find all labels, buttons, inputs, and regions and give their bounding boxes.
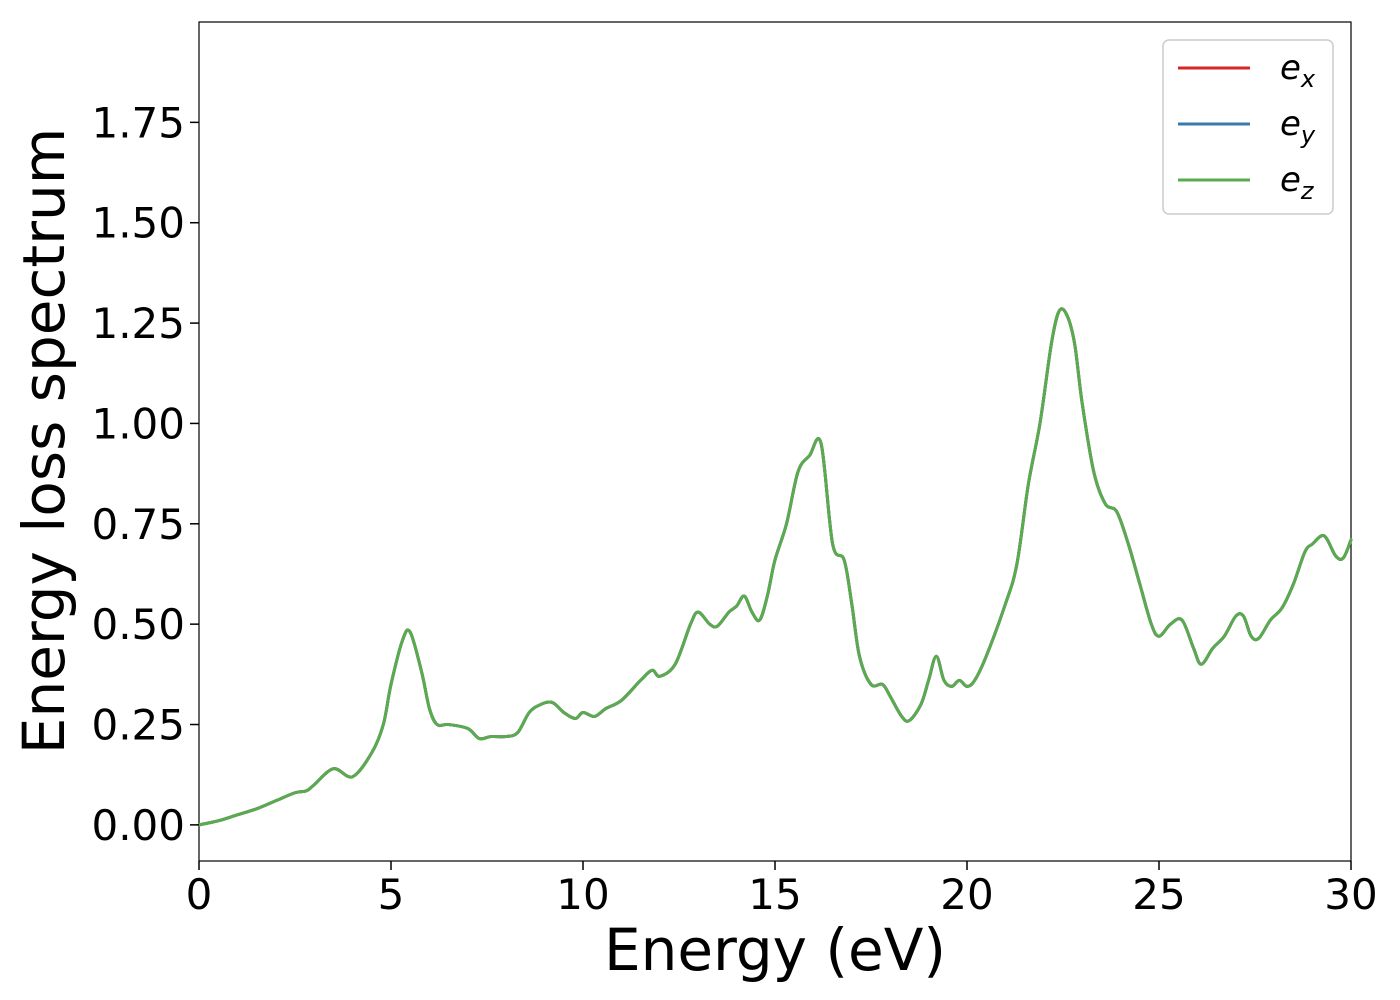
y-tick-label: 0.75 xyxy=(91,500,185,549)
x-tick-label: 5 xyxy=(378,870,405,919)
legend: ex ey ez xyxy=(1162,39,1334,215)
x-tick-label: 10 xyxy=(556,870,609,919)
x-tick-label: 20 xyxy=(940,870,993,919)
x-tick-label: 30 xyxy=(1324,870,1377,919)
legend-label-y: ey xyxy=(1280,104,1316,149)
y-axis-title: Energy loss spectrum xyxy=(10,128,78,754)
y-tick-label: 1.75 xyxy=(91,98,185,147)
x-tick-label: 0 xyxy=(186,870,213,919)
x-axis: 0 5 10 15 20 25 30 xyxy=(186,861,1378,919)
y-tick-label: 1.00 xyxy=(91,399,185,448)
series-line-z xyxy=(197,307,1353,827)
legend-label-z: ez xyxy=(1280,160,1315,205)
y-tick-label: 0.50 xyxy=(91,600,185,649)
legend-label-x: ex xyxy=(1280,48,1316,93)
y-tick-label: 1.25 xyxy=(91,299,185,348)
x-tick-label: 15 xyxy=(748,870,801,919)
y-tick-label: 1.50 xyxy=(91,199,185,248)
x-tick-label: 25 xyxy=(1132,870,1185,919)
y-tick-label: 0.25 xyxy=(91,701,185,750)
series-lines xyxy=(197,307,1353,827)
x-axis-title: Energy (eV) xyxy=(604,916,946,984)
legend-box xyxy=(1162,39,1334,215)
series-line-y xyxy=(197,307,1353,827)
y-axis: 0.00 0.25 0.50 0.75 1.00 1.25 1.50 1.75 xyxy=(91,98,199,850)
series-line-x xyxy=(197,307,1353,827)
y-tick-label: 0.00 xyxy=(91,801,185,850)
